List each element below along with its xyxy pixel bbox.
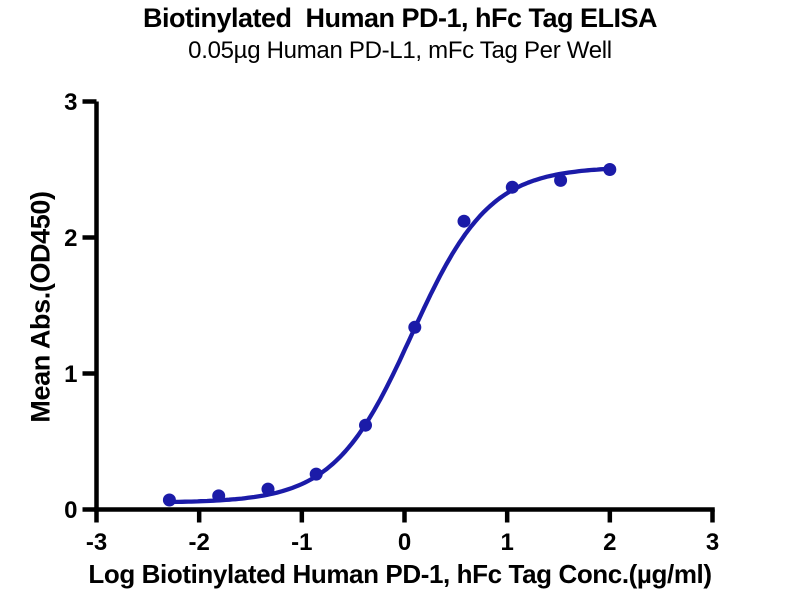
y-tick-label: 3 [64,89,77,116]
data-point [554,173,568,187]
y-axis-label: Mean Abs.(OD450) [25,191,56,423]
data-point [309,467,323,481]
data-point [261,482,275,496]
y-tick-label: 0 [64,497,77,524]
data-point [359,418,372,432]
data-point [408,320,422,334]
chart-subtitle: 0.05µg Human PD-L1, mFc Tag Per Well [188,37,612,64]
fit-curve [167,166,612,505]
x-tick-label: 2 [603,529,616,556]
y-tick-label: 2 [64,225,77,252]
data-point [212,489,226,503]
x-tick-label: -3 [86,529,107,556]
data-point [457,214,471,228]
x-tick-label: -2 [188,529,209,556]
x-tick-label: -1 [291,529,312,556]
data-point [162,493,176,507]
chart-title: Biotinylated Human PD-1, hFc Tag ELISA [142,3,658,33]
x-tick-label: 1 [500,529,513,556]
y-tick-label: 1 [64,361,77,388]
data-point [603,163,617,176]
x-tick-label: 0 [398,529,411,556]
x-tick-label: 3 [706,529,719,556]
data-point [505,180,519,194]
x-axis-label: Log Biotinylated Human PD-1, hFc Tag Con… [88,559,712,589]
